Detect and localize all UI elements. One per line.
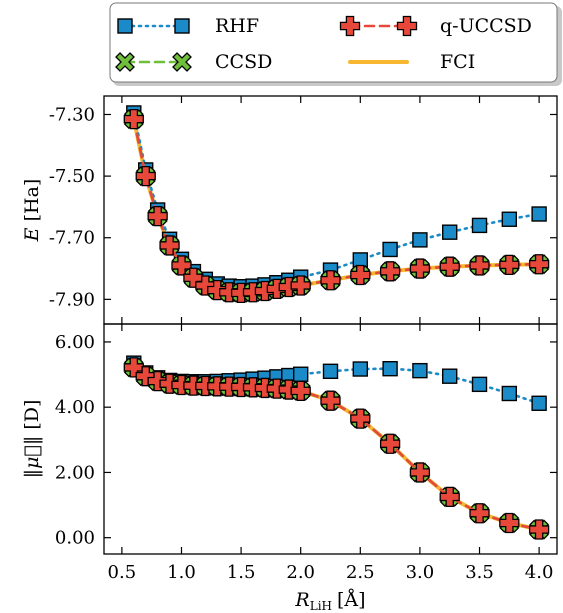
- energy-ytick-label: -7.70: [49, 228, 95, 249]
- energy-ylabel-var: E: [21, 221, 43, 242]
- dipole-q-uccsd-point: [135, 366, 156, 387]
- legend-item-ccsd: CCSD: [115, 51, 272, 73]
- legend-marker-ccsd: [115, 52, 135, 72]
- energy-ytick-label: -7.50: [49, 166, 95, 187]
- energy-ylabel: E [Ha]: [21, 179, 43, 243]
- legend-item-q-uccsd: q-UCCSD: [339, 15, 532, 37]
- dipole-q-uccsd-point: [278, 379, 299, 400]
- energy-q-uccsd-point: [135, 165, 156, 187]
- energy-q-uccsd-point: [499, 254, 520, 275]
- energy-q-uccsd-point: [147, 206, 168, 227]
- energy-rhf-point: [352, 252, 369, 268]
- energy-q-uccsd-point: [439, 256, 460, 277]
- energy-ytick-label: -7.90: [49, 289, 95, 310]
- energy-rhf-point: [471, 217, 488, 234]
- dipole-panel: 0.00 2.00 4.00 6.00 0.5 1.0 1.5 2.0 2.5 3.0 3.5 4.0…: [21, 323, 558, 613]
- energy-ylabel-unit: [Ha]: [21, 179, 43, 222]
- energy-panel: -7.30 -7.50 -7.70 -7.90 E [Ha]: [21, 95, 558, 325]
- xlabel-sub: LiH: [310, 599, 332, 613]
- energy-rhf-point: [412, 232, 428, 248]
- dipole-rhf-point: [322, 363, 339, 380]
- legend-label-ccsd: CCSD: [215, 51, 272, 73]
- xtick-label: 4.0: [525, 562, 554, 583]
- xtick-label: 0.5: [108, 562, 137, 583]
- energy-q-uccsd-point: [195, 275, 216, 296]
- energy-q-uccsd-point: [350, 264, 371, 286]
- xlabel: RLiH [Å]: [294, 589, 365, 613]
- dipole-rhf-point: [292, 366, 309, 382]
- energy-q-uccsd-point: [320, 270, 341, 291]
- dipole-ytick-label: 4.00: [55, 397, 95, 418]
- xtick-label: 1.0: [167, 562, 196, 583]
- energy-q-uccsd-point: [379, 261, 401, 282]
- energy-q-uccsd-point: [207, 279, 228, 301]
- xtick-label: 1.5: [227, 562, 256, 583]
- xtick-label: 3.0: [406, 562, 435, 583]
- energy-rhf-point: [442, 224, 458, 240]
- energy-q-uccsd-point: [528, 254, 550, 275]
- energy-q-uccsd-point: [469, 255, 490, 276]
- legend-marker-rhf: [117, 18, 133, 34]
- legend-marker-q-uccsd: [396, 15, 418, 37]
- dipole-q-uccsd-point: [499, 512, 520, 534]
- energy-rhf-point: [382, 241, 398, 258]
- dipole-ytick-label: 6.00: [55, 332, 95, 353]
- energy-plot-area: [123, 105, 550, 304]
- legend-marker-ccsd: [172, 52, 192, 72]
- xtick-label: 2.0: [286, 562, 315, 583]
- dipole-rhf-point: [501, 385, 518, 402]
- xtick-label: 3.5: [465, 562, 494, 583]
- legend-item-rhf: RHF: [117, 15, 259, 37]
- energy-ytick-label: -7.30: [49, 104, 95, 125]
- dipole-ylabel: ‖μ⃗‖ [D]: [21, 400, 43, 479]
- energy-rhf-point: [501, 211, 518, 227]
- dipole-ylabel-unit: [D]: [21, 400, 43, 430]
- dipole-q-uccsd-point: [409, 462, 431, 483]
- dipole-q-uccsd-point: [147, 370, 168, 392]
- dipole-q-uccsd-point: [439, 486, 460, 508]
- legend-label-rhf: RHF: [215, 15, 259, 37]
- dipole-q-uccsd-point: [242, 377, 264, 398]
- dipole-q-uccsd-point: [320, 390, 341, 411]
- energy-q-uccsd-point: [409, 258, 431, 279]
- legend-box: [109, 2, 558, 83]
- dipole-rhf-point: [531, 395, 547, 411]
- dipole-q-uccsd-point: [171, 374, 192, 396]
- dipole-rhf-point: [352, 361, 369, 377]
- legend-marker-q-uccsd: [339, 15, 361, 37]
- dipole-rhf-point: [412, 362, 428, 379]
- legend-marker-rhf: [174, 18, 190, 34]
- energy-q-uccsd-point: [159, 235, 180, 256]
- dipole-q-uccsd-point: [290, 380, 311, 402]
- dipole-q-uccsd-point: [350, 408, 371, 429]
- dipole-rhf-point: [442, 368, 458, 384]
- dipole-q-uccsd-point: [469, 503, 490, 524]
- legend: RHF CCSD q-UCCSD FCI: [109, 2, 562, 86]
- dipole-frame: [103, 323, 558, 555]
- dipole-rhf-point: [382, 360, 398, 377]
- dipole-ytick-label: 0.00: [55, 528, 95, 549]
- dipole-q-uccsd-point: [379, 433, 401, 454]
- xtick-label: 2.5: [346, 562, 375, 583]
- energy-rhf-point: [531, 206, 547, 222]
- dipole-q-uccsd-point: [254, 377, 276, 399]
- dipole-q-uccsd-point: [159, 373, 180, 394]
- energy-q-uccsd-point: [290, 275, 311, 296]
- dipole-ylabel-var: ‖μ⃗‖: [21, 430, 43, 479]
- dipole-ytick-label: 2.00: [55, 462, 95, 483]
- energy-q-uccsd-point: [123, 108, 144, 130]
- dipole-plot-area: [123, 355, 550, 540]
- xlabel-var: R: [294, 589, 309, 611]
- dipole-rhf-point: [471, 376, 488, 393]
- dipole-q-uccsd-point: [528, 519, 550, 540]
- legend-label-fci: FCI: [440, 51, 475, 73]
- dipole-q-uccsd-point: [266, 378, 288, 399]
- xlabel-unit: [Å]: [337, 589, 366, 611]
- legend-item-fci: FCI: [348, 51, 475, 73]
- legend-label-q-uccsd: q-UCCSD: [440, 15, 532, 37]
